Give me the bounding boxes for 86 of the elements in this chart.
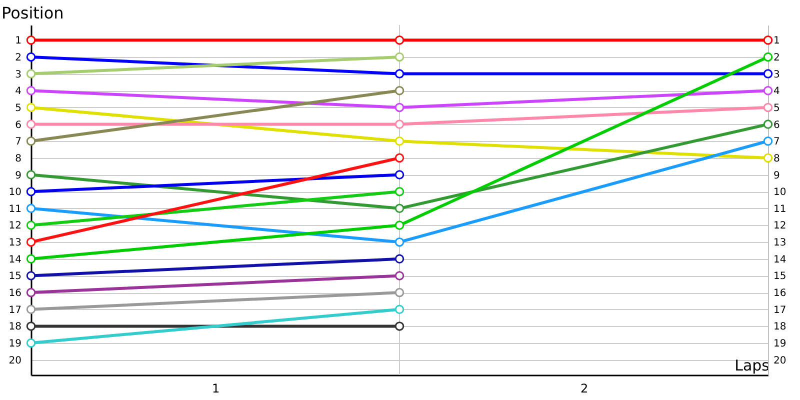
y2-tick-label: 10 (774, 187, 786, 198)
y-tick-label: 5 (15, 102, 22, 114)
point (394, 69, 404, 78)
point (394, 36, 404, 45)
point (394, 220, 404, 230)
point (763, 86, 773, 96)
y2-tick-label: 6 (774, 120, 780, 131)
point (26, 170, 36, 180)
x-axis-title: Laps (734, 356, 770, 374)
y-axis-title: Position (2, 4, 64, 22)
y-tick-label: 12 (8, 220, 22, 232)
y-tick-label: 6 (15, 120, 22, 131)
y2-tick-label: 1 (774, 36, 780, 47)
point (26, 288, 36, 298)
point (26, 69, 36, 78)
point (26, 136, 36, 146)
point (26, 237, 36, 247)
y-tick-label: 20 (8, 355, 22, 366)
point (394, 322, 404, 331)
y-tick-label: 8 (15, 153, 22, 164)
point (26, 52, 36, 62)
point (763, 36, 773, 45)
y2-tick-label: 14 (774, 254, 786, 266)
point (394, 153, 404, 163)
y2-tick-label: 17 (774, 304, 786, 316)
y2-tick-label: 12 (774, 220, 786, 232)
point (26, 120, 36, 129)
point (26, 254, 36, 264)
point (26, 304, 36, 314)
y-tick-label: 18 (8, 322, 22, 333)
y-tick-label: 17 (8, 304, 22, 316)
point (394, 102, 404, 112)
point (763, 69, 773, 78)
point (394, 170, 404, 180)
point (394, 86, 404, 96)
y2-tick-label: 20 (774, 355, 786, 366)
y2-tick-label: 16 (774, 288, 786, 300)
point (26, 86, 36, 96)
y2-tick-label: 7 (774, 136, 780, 148)
y-tick-label: 2 (15, 52, 22, 64)
y-tick-label: 14 (8, 254, 22, 266)
point (394, 120, 404, 129)
point (26, 36, 36, 45)
point (763, 153, 773, 163)
point (763, 120, 773, 129)
y-tick-label: 11 (8, 204, 22, 215)
y-tick-label: 15 (8, 271, 22, 282)
point (394, 136, 404, 146)
point (763, 102, 773, 112)
y-tick-label: 19 (8, 338, 22, 350)
y-tick-label: 16 (8, 288, 22, 300)
point (26, 204, 36, 214)
y-tick-label: 3 (15, 69, 22, 80)
y2-tick-label: 8 (774, 153, 780, 164)
y-tick-label: 4 (15, 86, 22, 98)
y2-tick-label: 5 (774, 102, 780, 114)
y2-tick-label: 15 (774, 271, 786, 282)
point (26, 102, 36, 112)
y-tick-label: 9 (15, 170, 22, 182)
point (394, 52, 404, 62)
point (763, 136, 773, 146)
point (394, 304, 404, 314)
y-tick-label: 1 (15, 36, 22, 47)
y-tick-label: 7 (15, 136, 22, 148)
point (26, 186, 36, 196)
y-tick-label: 10 (8, 187, 22, 198)
point (394, 288, 404, 298)
y2-tick-label: 4 (774, 86, 780, 98)
y2-tick-label: 11 (774, 204, 786, 215)
point (26, 338, 36, 348)
point (394, 237, 404, 247)
y2-tick-label: 18 (774, 322, 786, 333)
y2-tick-label: 9 (774, 170, 780, 182)
point (26, 271, 36, 280)
point (26, 220, 36, 230)
y2-tick-label: 3 (774, 69, 780, 80)
y2-tick-label: 19 (774, 338, 786, 350)
point (394, 271, 404, 280)
y-tick-label: 13 (8, 238, 22, 249)
point (26, 322, 36, 331)
y2-tick-label: 2 (774, 52, 780, 64)
point (394, 254, 404, 264)
point (394, 204, 404, 214)
point (394, 186, 404, 196)
y2-tick-label: 13 (774, 238, 786, 249)
point (763, 52, 773, 62)
